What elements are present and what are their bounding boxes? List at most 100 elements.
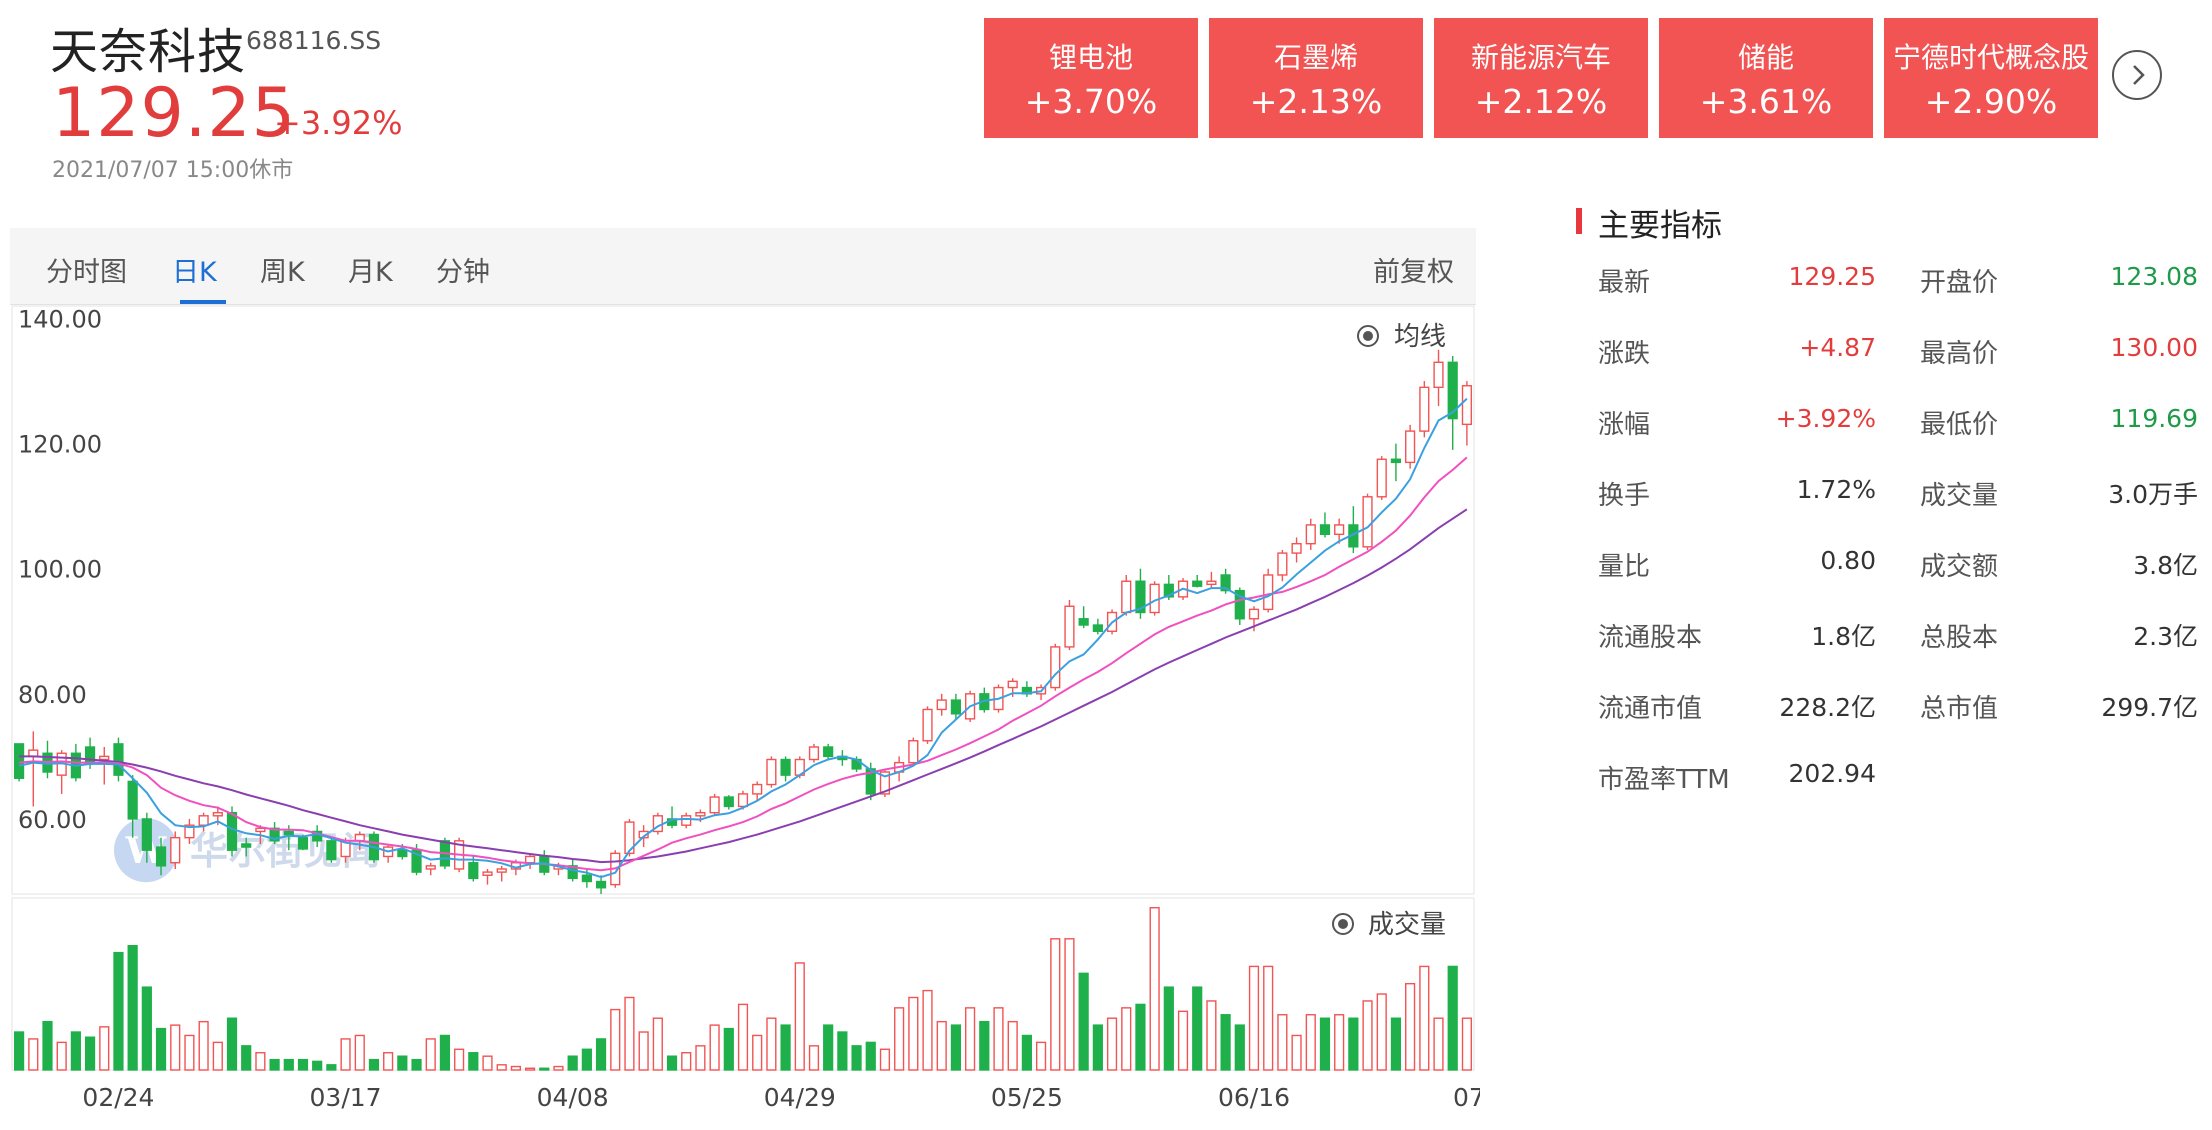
- indicator-value: 3.0万手: [2108, 480, 2198, 509]
- indicator-label: 流通股本: [1598, 623, 1703, 653]
- volume-bar-up: [524, 1067, 536, 1071]
- indicator-label: 成交量: [1920, 481, 1999, 511]
- volume-bar-up: [56, 1041, 67, 1071]
- volume-bar-up: [99, 1026, 110, 1071]
- volume-bar-up: [1305, 1014, 1316, 1071]
- next-concepts-button[interactable]: [2112, 50, 2162, 100]
- x-tick-label: 04/08: [537, 1083, 609, 1112]
- volume-bar-up: [922, 989, 933, 1071]
- candle-down: [595, 880, 607, 889]
- volume-bar-up: [1007, 1020, 1018, 1071]
- volume-bar-up: [1405, 982, 1416, 1071]
- volume-bar-up: [638, 1031, 649, 1071]
- volume-bar-down: [780, 1024, 791, 1071]
- concept-name: 储能: [1737, 41, 1794, 74]
- candle-down: [723, 796, 734, 808]
- concept-pct: +3.70%: [1024, 82, 1158, 121]
- price-adjust-selector[interactable]: 前复权: [1373, 257, 1454, 288]
- tab-minute[interactable]: 分钟: [436, 257, 490, 288]
- candle-up: [1050, 646, 1061, 689]
- stock-code: 688116.SS: [246, 26, 382, 55]
- volume-bar-down: [567, 1055, 578, 1071]
- concept-pct: +2.90%: [1924, 82, 2058, 121]
- candle-up: [1362, 496, 1373, 548]
- volume-bar-up: [965, 1007, 976, 1071]
- candle-up: [1248, 608, 1260, 620]
- tab-monthly-k[interactable]: 月K: [348, 257, 393, 288]
- candle-up: [482, 871, 493, 876]
- candle-down: [780, 758, 791, 776]
- volume-bar-down: [539, 1067, 550, 1071]
- volume-bar-up: [624, 996, 635, 1071]
- candle-down: [397, 849, 408, 858]
- tab-intraday[interactable]: 分时图: [46, 257, 127, 288]
- candle-down: [1319, 524, 1331, 536]
- volume-bar-down: [155, 1027, 167, 1071]
- indicator-value: 2.3亿: [2133, 622, 2198, 651]
- concept-card-energy-storage[interactable]: 储能 +3.61%: [1659, 18, 1873, 138]
- candle-down: [155, 846, 167, 867]
- indicator-value: 3.8亿: [2133, 551, 2198, 580]
- volume-bar-up: [1376, 993, 1387, 1071]
- candle-up: [1291, 543, 1302, 554]
- volume-legend-radio-icon: [1332, 913, 1354, 935]
- candle-down: [1135, 580, 1146, 614]
- candle-up: [1206, 580, 1217, 586]
- volume-bar-up: [1419, 965, 1430, 1071]
- concept-pct: +2.13%: [1249, 82, 1383, 121]
- x-tick-label: 06/16: [1218, 1083, 1290, 1112]
- indicator-value: 0.80: [1820, 546, 1876, 575]
- candle-up: [1263, 574, 1274, 611]
- candle-up: [99, 755, 110, 761]
- concept-card-graphene[interactable]: 石墨烯 +2.13%: [1209, 18, 1423, 138]
- volume-bar-up: [1248, 965, 1260, 1071]
- volume-bar-up: [1149, 907, 1160, 1071]
- volume-bar-down: [1220, 1014, 1231, 1071]
- candle-down: [468, 862, 479, 880]
- indicator-label: 最新: [1598, 268, 1651, 298]
- candle-down: [1234, 589, 1245, 620]
- volume-bar-up: [1433, 1017, 1444, 1071]
- volume-bar-up: [1461, 1017, 1473, 1071]
- volume-bar-up: [652, 1017, 663, 1071]
- tab-daily-k[interactable]: 日K: [172, 257, 217, 288]
- concept-card-new-energy-vehicle[interactable]: 新能源汽车 +2.12%: [1434, 18, 1648, 138]
- indicator-label: 总股本: [1920, 623, 1999, 653]
- x-tick-label: 04/29: [764, 1083, 836, 1112]
- concept-name: 锂电池: [1048, 41, 1133, 74]
- panel-accent-bar: [1576, 208, 1582, 234]
- volume-bar-up: [553, 1065, 564, 1071]
- volume-bar-up: [425, 1038, 436, 1071]
- indicator-label: 换手: [1598, 481, 1651, 511]
- indicator-label: 涨跌: [1598, 339, 1651, 369]
- candle-down: [283, 830, 294, 836]
- stock-change-pct: +3.92%: [274, 104, 403, 142]
- indicator-label: 最低价: [1920, 410, 1999, 440]
- volume-bar-up: [1362, 1000, 1373, 1071]
- volume-bar-down: [42, 1020, 53, 1071]
- chevron-right-icon: [2133, 65, 2145, 85]
- volume-bar-down: [1163, 986, 1174, 1071]
- tab-weekly-k[interactable]: 周K: [260, 257, 305, 288]
- volume-bar-up: [752, 1034, 763, 1071]
- indicator-value: +3.92%: [1775, 404, 1876, 433]
- concept-card-catl[interactable]: 宁德时代概念股 +2.90%: [1884, 18, 2098, 138]
- ma-legend-radio-dot: [1363, 331, 1373, 341]
- candle-down: [13, 743, 25, 779]
- concept-name: 石墨烯: [1273, 41, 1358, 74]
- candle-down: [1220, 574, 1231, 592]
- indicator-value: 1.72%: [1796, 475, 1876, 504]
- x-tick-label: 05/25: [991, 1083, 1063, 1112]
- volume-bar-up: [1064, 938, 1075, 1071]
- volume-bar-up: [879, 1048, 891, 1071]
- concept-card-lithium-battery[interactable]: 锂电池 +3.70%: [984, 18, 1198, 138]
- candle-down: [581, 874, 592, 883]
- indicator-value: 119.69: [2110, 404, 2198, 433]
- volume-bar-up: [1277, 1014, 1288, 1071]
- volume-bar-up: [1291, 1034, 1302, 1071]
- active-tab-indicator: [180, 300, 226, 304]
- stock-price: 129.25: [52, 74, 296, 153]
- volume-bar-down: [666, 1055, 678, 1071]
- volume-bar-down: [1192, 986, 1203, 1071]
